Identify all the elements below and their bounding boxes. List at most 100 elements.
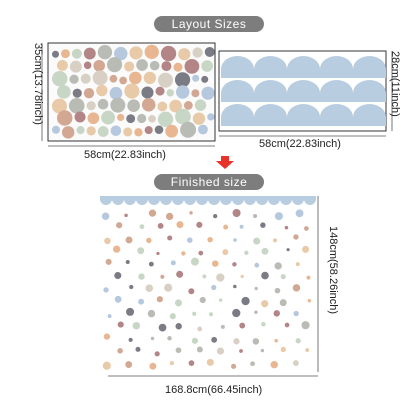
wall-dot: [145, 284, 154, 293]
wall-dot: [261, 321, 266, 327]
sheet-dot: [174, 72, 191, 88]
sheet-dot: [144, 126, 153, 135]
wall-dot: [216, 347, 225, 355]
wall-dot: [216, 273, 225, 282]
wall-dot: [240, 274, 244, 279]
scallop-piece: [254, 80, 287, 102]
wall-dot: [213, 213, 218, 219]
wall-dot: [175, 323, 182, 330]
sheet1-height-label: 35cm(13.78inch): [32, 43, 44, 125]
layout-sizes-title: Layout Sizes: [154, 16, 264, 32]
wall-scallop-piece: [232, 199, 244, 205]
wall-dot: [158, 323, 167, 332]
sheet-dot: [207, 113, 215, 121]
wall-dot: [114, 295, 122, 303]
wall-dot: [167, 336, 172, 341]
wall-dot: [232, 262, 237, 267]
wall-dot: [176, 270, 184, 278]
sheet-dot: [83, 47, 96, 60]
wall-dot: [244, 250, 249, 256]
wall-scallop-piece: [196, 199, 208, 205]
wall-dot: [222, 249, 229, 256]
sheet-dot: [69, 74, 79, 84]
wall-dot: [211, 336, 218, 343]
scallop-piece: [353, 80, 386, 102]
wall-dot: [146, 237, 152, 244]
sheet-dot: [157, 101, 168, 112]
sheet-dot: [101, 110, 116, 125]
sheet-dot: [69, 60, 82, 73]
sheet-dot: [57, 85, 71, 99]
wall-dot: [165, 212, 174, 221]
wall-dot: [104, 237, 111, 245]
wall-dot: [187, 237, 193, 243]
wall-dot: [220, 324, 225, 329]
scallop-piece: [353, 56, 386, 78]
sheet-dot: [124, 61, 135, 72]
wall-dots: [101, 208, 312, 370]
scallop-band: [100, 196, 316, 200]
sheet-dot: [183, 101, 193, 110]
wall-dot: [132, 321, 141, 330]
wall-dot: [199, 296, 206, 304]
sheet-dot: [71, 48, 82, 59]
sheet-dot: [68, 98, 85, 114]
wall-dot: [270, 360, 278, 369]
wall-dot: [241, 296, 250, 306]
sheet-dot: [184, 59, 200, 74]
wall-dot: [260, 222, 266, 228]
finished-height-label: 148cm(58.26inch): [327, 226, 339, 315]
wall-scallop-piece: [136, 199, 148, 205]
wall-scallop-piece: [280, 199, 292, 205]
wall-scallop-piece: [244, 199, 256, 205]
sheet-dot: [76, 126, 85, 135]
wall-dot: [286, 248, 290, 252]
scallop-piece: [320, 104, 353, 126]
sheet-dot: [72, 88, 82, 98]
wall-dot: [176, 221, 184, 229]
scallop-piece: [353, 104, 386, 126]
wall-dot: [148, 209, 157, 217]
wall-dot: [211, 260, 219, 267]
wall-dot: [293, 234, 299, 240]
wall-dot: [117, 321, 124, 328]
wall-dot: [137, 247, 145, 255]
wall-dot: [280, 346, 286, 353]
sheet-dot: [127, 99, 140, 113]
sheet-dot: [106, 57, 123, 73]
wall-dot: [102, 361, 111, 370]
wall-dot: [174, 299, 183, 307]
sheet-dot: [80, 73, 91, 84]
wall-dot: [250, 361, 255, 367]
sheet-dot: [96, 84, 108, 97]
wall-dot: [196, 346, 203, 353]
sheet-dot: [175, 108, 191, 125]
sheet-dot: [114, 46, 128, 61]
sheet-dot: [165, 124, 179, 138]
wall-scallop-piece: [220, 199, 232, 205]
sheet-dot: [74, 111, 86, 123]
sheet-dot: [158, 72, 173, 88]
wall-scallop-piece: [268, 199, 280, 205]
sheet-dot: [110, 97, 126, 113]
sheet-dot: [178, 48, 191, 61]
wall-dot: [209, 312, 214, 317]
wall-dot: [181, 251, 186, 256]
wall-dot: [239, 349, 243, 353]
wall-dot: [260, 348, 265, 353]
wall-dot: [307, 299, 312, 303]
wall-dot: [206, 358, 214, 366]
sheet-dot: [204, 46, 215, 57]
wall-dot: [167, 235, 173, 241]
finished-width-label: 168.8cm(66.45inch): [165, 384, 263, 396]
sheet-dot: [192, 112, 206, 125]
wall-dot: [274, 338, 278, 343]
sheet-dot: [86, 126, 96, 136]
wall-dot: [154, 351, 160, 357]
wall-scallop-piece: [208, 199, 220, 205]
scallop-piece: [320, 56, 353, 78]
sheet-dot: [93, 59, 105, 72]
wall-dot: [160, 274, 165, 279]
wall-dot: [135, 346, 141, 352]
